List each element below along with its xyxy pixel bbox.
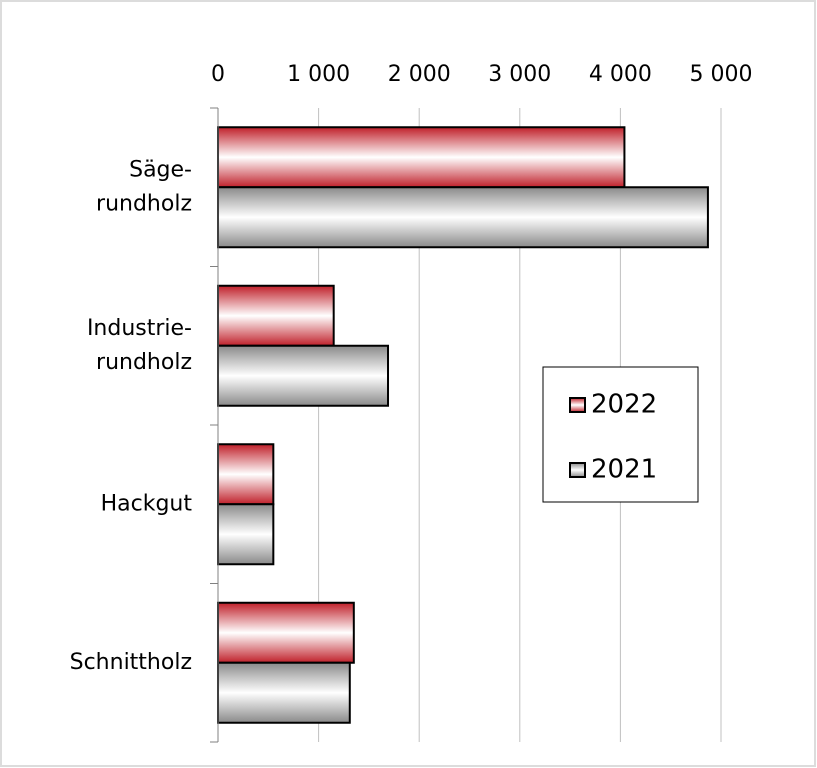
bar [217, 503, 275, 566]
x-tick-label: 2 000 [388, 62, 451, 87]
legend-swatch [569, 462, 586, 478]
x-tick-label: 4 000 [589, 62, 652, 87]
legend-label: 2022 [591, 390, 657, 420]
bar [217, 284, 335, 347]
x-tick-label: 3 000 [488, 62, 551, 87]
y-tick-label: Säge-rundholz [96, 157, 192, 216]
y-tick-label: Hackgut [101, 491, 193, 516]
bar [217, 601, 355, 664]
legend-label: 2021 [591, 455, 657, 485]
bar [217, 661, 351, 724]
bar [217, 443, 275, 506]
bar [217, 126, 626, 189]
x-tick-label: 1 000 [287, 62, 350, 87]
x-tick-label: 0 [211, 62, 225, 87]
y-tick-label: Industrie-rundholz [87, 316, 192, 375]
legend-box [542, 366, 699, 503]
y-tick-label: Schnittholz [70, 650, 192, 675]
bar [217, 186, 709, 249]
x-tick-label: 5 000 [690, 62, 753, 87]
legend-swatch [569, 397, 586, 413]
bar [217, 344, 390, 407]
